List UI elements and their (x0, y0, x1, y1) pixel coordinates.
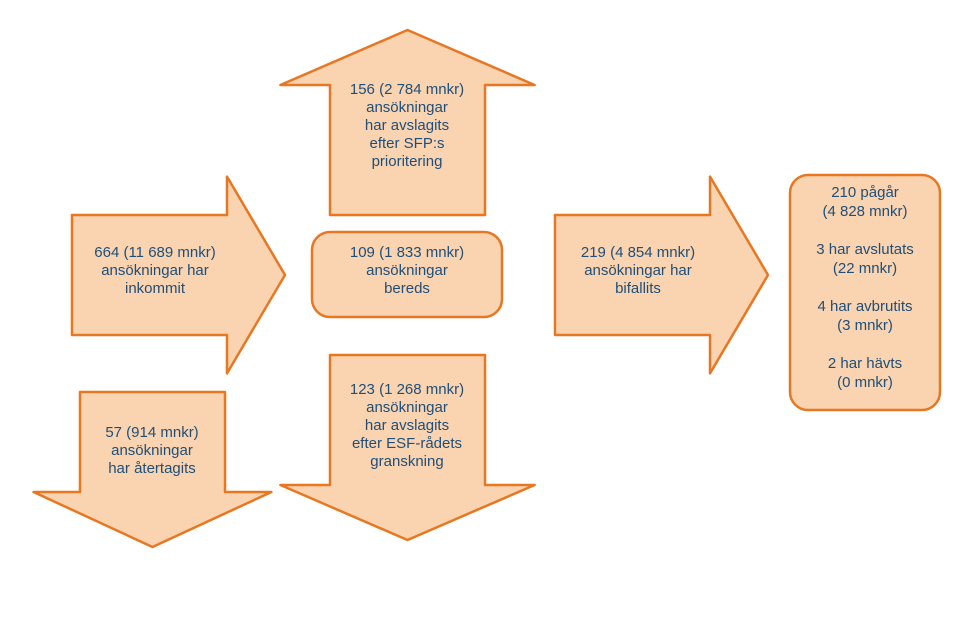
diagram-canvas: 664 (11 689 mnkr)ansökningar harinkommit… (0, 0, 966, 622)
arrow_down_left-label: 57 (914 mnkr)ansökningarhar återtagits (105, 424, 198, 477)
